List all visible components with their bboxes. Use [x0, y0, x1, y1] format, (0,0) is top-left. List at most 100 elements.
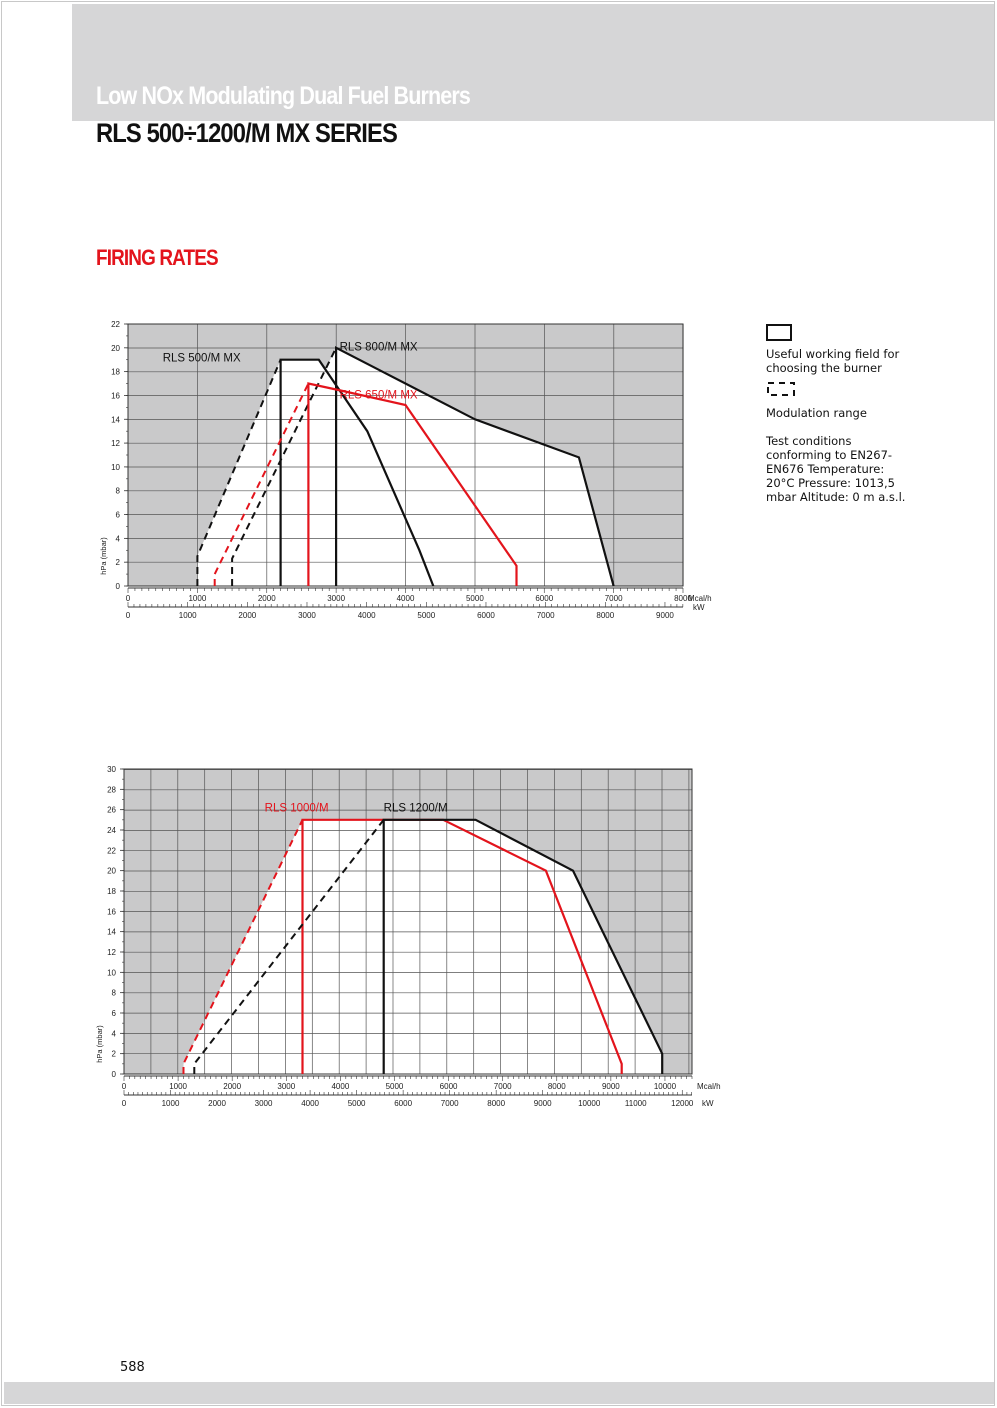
modulation-range-line: [196, 359, 282, 586]
test-conditions-text: Test conditions conforming to EN267- EN6…: [766, 434, 906, 504]
y-tick-label: 24: [107, 826, 116, 835]
legend-working-field-label: Useful working field for choosing the bu…: [766, 347, 900, 375]
x-tick-label: 5000: [466, 594, 484, 603]
x-tick-label: 9000: [602, 1082, 620, 1091]
x-tick-label: 2000: [223, 1082, 241, 1091]
y-tick-label: 14: [107, 928, 116, 937]
x2-tick-label: 0: [126, 611, 131, 620]
x-tick-label: 0: [122, 1082, 127, 1091]
x2-tick-label: 5000: [417, 611, 435, 620]
y-tick-label: 0: [112, 1070, 117, 1079]
y-tick-label: 22: [107, 846, 116, 855]
series-label: RLS 800/M MX: [340, 342, 418, 354]
x2-tick-label: 11000: [625, 1099, 647, 1108]
working-field-line: [382, 818, 664, 1074]
x2-tick-label: 6000: [477, 611, 495, 620]
working-field-area: [308, 383, 517, 586]
x-tick-label: 8000: [674, 594, 692, 603]
x2-tick-label: 4000: [358, 611, 376, 620]
x-axis-mcal: 0 1000 2000 3000 4000 5000 6000 7000 8000 9000 100…: [122, 1075, 721, 1091]
modulation-area: [214, 383, 309, 586]
x2-tick-label: 8000: [596, 611, 614, 620]
footer-band: [4, 1382, 994, 1404]
x-tick-label: 8000: [548, 1082, 566, 1091]
y-tick-label: 28: [107, 785, 116, 794]
x2-tick-label: 7000: [537, 611, 555, 620]
y-tick-label: 2: [116, 558, 121, 567]
x-axis-unit-kw: kW: [693, 603, 705, 612]
y-axis: 0 2 4 6 8 10 12 14 16 18 20 22: [111, 320, 128, 591]
section-title: FIRING RATES: [96, 245, 219, 270]
x2-tick-label: 0: [122, 1099, 127, 1108]
chart-legend: Useful working field for choosing the bu…: [766, 324, 906, 504]
x-tick-label: 7000: [494, 1082, 512, 1091]
x-tick-label: 0: [126, 594, 131, 603]
modulation-range-line: [193, 819, 385, 1074]
x-tick-label: 6000: [535, 594, 553, 603]
x-tick-label: 4000: [331, 1082, 349, 1091]
y-tick-label: 6: [116, 511, 121, 520]
x-tick-label: 1000: [188, 594, 206, 603]
y-tick-label: 10: [111, 463, 120, 472]
x2-tick-label: 9000: [534, 1099, 552, 1108]
x2-tick-label: 12000: [671, 1099, 694, 1108]
y-tick-label: 16: [111, 391, 120, 400]
x2-tick-label: 1000: [179, 611, 197, 620]
y-tick-label: 26: [107, 806, 116, 815]
working-field-line: [279, 358, 435, 587]
page-number: 588: [120, 1360, 145, 1375]
x2-tick-label: 3000: [298, 611, 316, 620]
x2-tick-label: 5000: [348, 1099, 366, 1108]
working-field-swatch: [766, 324, 792, 341]
modulation-range-line: [182, 819, 304, 1074]
working-field-line: [307, 382, 518, 586]
x-tick-label: 6000: [440, 1082, 458, 1091]
modulation-area: [194, 819, 384, 1074]
y-tick-label: 12: [107, 948, 116, 957]
y-axis-label: hPa (mbar): [95, 1025, 104, 1063]
x-tick-label: 7000: [605, 594, 623, 603]
x2-tick-label: 2000: [208, 1099, 226, 1108]
working-field-line: [301, 818, 623, 1074]
x-tick-label: 3000: [277, 1082, 295, 1091]
modulation-range-line: [213, 383, 310, 586]
series-label: RLS 1000/M: [265, 803, 329, 815]
header-band: [72, 4, 994, 121]
y-tick-label: 10: [107, 968, 116, 977]
y-tick-label: 14: [111, 415, 120, 424]
x2-tick-label: 4000: [301, 1099, 319, 1108]
x2-tick-label: 6000: [394, 1099, 412, 1108]
y-tick-label: 4: [112, 1029, 117, 1038]
y-tick-label: 20: [111, 344, 120, 353]
y-tick-label: 30: [107, 765, 116, 774]
y-tick-label: 16: [107, 907, 116, 916]
x-axis-kw: 0 1000 2000 3000 4000 5000 6000 7000 8000 9000 100…: [122, 1090, 714, 1108]
x-tick-label: 5000: [386, 1082, 404, 1091]
series-label: RLS 650/M MX: [340, 389, 418, 401]
y-tick-label: 20: [107, 867, 116, 876]
series-label: RLS 1200/M: [384, 803, 448, 815]
y-tick-label: 8: [112, 989, 117, 998]
modulation-range-line: [231, 347, 337, 586]
working-field-area: [383, 819, 663, 1074]
working-field-line: [335, 345, 615, 587]
x2-tick-label: 9000: [656, 611, 674, 620]
y-tick-label: 12: [111, 439, 120, 448]
firing-rate-chart-1: 0 2 4 6 8 10 12 14 16 18 20 22 hPa (mbar) 0 1000 2000 30…: [99, 320, 712, 620]
product-subtitle: Low NOx Modulating Dual Fuel Burners: [96, 82, 471, 110]
legend-modulation-label: Modulation range: [766, 406, 867, 420]
x-tick-label: 10000: [654, 1082, 677, 1091]
y-tick-label: 8: [116, 487, 121, 496]
y-tick-label: 6: [112, 1009, 117, 1018]
x2-tick-label: 2000: [238, 611, 256, 620]
x-axis-unit-mcal: Mcal/h: [697, 1082, 721, 1091]
x2-tick-label: 8000: [487, 1099, 505, 1108]
y-tick-label: 0: [116, 582, 121, 591]
y-axis-label: hPa (mbar): [99, 537, 108, 575]
x2-tick-label: 1000: [162, 1099, 180, 1108]
x-tick-label: 4000: [397, 594, 415, 603]
x-tick-label: 3000: [327, 594, 345, 603]
x-tick-label: 2000: [258, 594, 276, 603]
